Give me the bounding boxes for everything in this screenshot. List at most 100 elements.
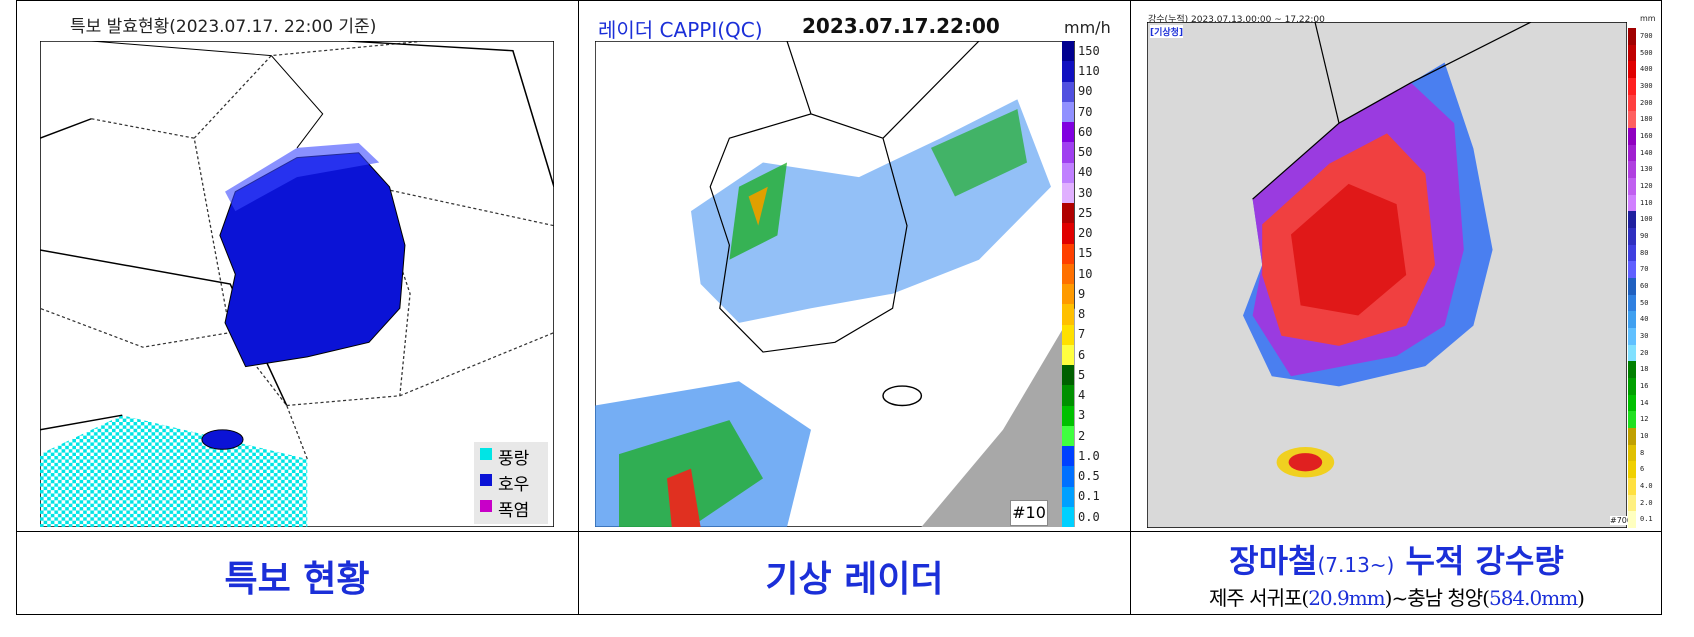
range-text: 20.9mm	[1308, 586, 1385, 610]
scale-swatch	[1062, 142, 1074, 163]
scale-swatch	[1062, 243, 1074, 264]
scale-swatch	[1062, 182, 1074, 203]
scale-swatch	[1628, 344, 1636, 362]
timestamp: 2023.07.17.22:00	[802, 14, 1000, 38]
caption-period: (7.13~)	[1317, 553, 1395, 577]
scale-label: 500	[1640, 48, 1653, 57]
scale-label: 200	[1640, 98, 1653, 107]
scale-label: 110	[1640, 198, 1653, 207]
color-scale: 700 500 400 300 200 180 160 140 130 120 110 100 90 80…	[1628, 28, 1662, 528]
legend-swatch	[480, 474, 492, 486]
scale-label: 2	[1078, 428, 1086, 443]
scale-swatch	[1628, 128, 1636, 145]
scale-swatch	[1062, 223, 1074, 244]
range-text: )~충남 청양(	[1384, 586, 1490, 610]
legend-label: 풍랑	[498, 449, 530, 469]
warning-map	[40, 41, 554, 527]
scale-label: 5	[1078, 367, 1086, 382]
scale-label: 20	[1640, 348, 1649, 357]
panel-header: 강수(누적) 2023.07.13.00:00 ~ 17.22:00	[1148, 15, 1325, 25]
legend-swatch	[480, 448, 492, 460]
scale-swatch	[1062, 203, 1074, 224]
scale-swatch	[1628, 244, 1636, 262]
scale-swatch	[1628, 94, 1636, 112]
table	[16, 0, 1662, 615]
scale-swatch	[1062, 385, 1074, 406]
scale-label: 1.0	[1078, 448, 1100, 463]
scale-swatch	[1628, 178, 1636, 195]
scale-swatch	[1062, 61, 1074, 82]
unit: mm/h	[1064, 18, 1111, 37]
legend-label: 호우	[498, 475, 530, 495]
scale-label: 90	[1640, 232, 1649, 241]
scale-swatch	[1628, 444, 1636, 462]
range-text: )	[1577, 586, 1585, 610]
scale-label: 0.5	[1078, 469, 1100, 484]
scale-swatch	[1062, 344, 1074, 365]
scale-swatch	[1062, 486, 1074, 507]
scale-swatch	[1062, 304, 1074, 325]
scale-swatch	[1628, 378, 1636, 395]
scale-swatch	[1062, 41, 1074, 62]
badge: #10	[1010, 500, 1048, 526]
caption: 특보 현황	[224, 559, 370, 600]
scale-swatch	[1062, 446, 1074, 467]
col-divider	[578, 0, 579, 615]
scale-label: 130	[1640, 165, 1653, 174]
scale-swatch	[1628, 61, 1636, 78]
scale-swatch	[1628, 28, 1636, 45]
scale-swatch	[1628, 228, 1636, 245]
scale-swatch	[1628, 261, 1636, 278]
range-text: 584.0mm	[1488, 586, 1578, 610]
scale-label: 3	[1078, 408, 1086, 423]
panel-header: 레이더 CAPPI(QC)	[598, 18, 763, 42]
scale-swatch	[1628, 511, 1636, 528]
scale-swatch	[1628, 278, 1636, 295]
scale-label: 60	[1640, 282, 1649, 291]
scale-label: 160	[1640, 132, 1653, 141]
scale-label: 8	[1640, 448, 1645, 457]
scale-swatch	[1628, 361, 1636, 378]
scale-label: 14	[1640, 398, 1649, 407]
col-divider	[1130, 0, 1131, 615]
scale-label: 7	[1078, 327, 1086, 342]
legend-label: 폭염	[498, 501, 530, 521]
scale-label: 30	[1640, 332, 1649, 341]
scale-swatch	[1628, 311, 1636, 328]
scale-label: 80	[1640, 248, 1649, 257]
legend: 풍랑 호우 폭염	[474, 442, 548, 524]
source: [기상청]	[1150, 25, 1184, 38]
scale-label: 6	[1078, 347, 1086, 362]
scale-swatch	[1628, 478, 1636, 495]
scale-swatch	[1062, 506, 1074, 527]
scale-label: 40	[1640, 315, 1649, 324]
scale-swatch	[1062, 284, 1074, 305]
scale-swatch	[1628, 161, 1636, 178]
scale-label: 50	[1640, 298, 1649, 307]
panel-header: 특보 발효현황(2023.07.17. 22:00 기준)	[70, 17, 377, 37]
scale-label: 6	[1640, 465, 1645, 474]
scale-label: 9	[1078, 286, 1086, 301]
scale-swatch	[1062, 81, 1074, 102]
caption: 기상 레이더	[765, 559, 944, 600]
range-text: 제주 서귀포(	[1209, 586, 1309, 610]
scale-label: 8	[1078, 307, 1086, 322]
scale-label: 0.1	[1078, 489, 1100, 504]
scale-label: 10	[1640, 432, 1649, 441]
scale-label: 700	[1640, 32, 1653, 41]
scale-label: 150	[1078, 43, 1100, 58]
scale-label: 18	[1640, 365, 1649, 374]
scale-swatch	[1062, 162, 1074, 183]
color-scale: 150 110 90 70 60 50 40 30 25 20 15 10 9 8 7 6 5 4 3 2 1.0 0.5…	[1062, 41, 1112, 527]
scale-swatch	[1628, 494, 1636, 512]
scale-swatch	[1062, 122, 1074, 143]
scale-swatch	[1628, 428, 1636, 445]
scale-swatch	[1628, 294, 1636, 312]
scale-label: 180	[1640, 115, 1653, 124]
row-divider	[16, 531, 1662, 532]
caption-range: 제주 서귀포(20.9mm)~충남 청양(584.0mm)	[1131, 582, 1662, 611]
scale-label: 15	[1078, 246, 1093, 261]
scale-label: 0.1	[1640, 515, 1653, 524]
legend-swatch	[480, 500, 492, 512]
rainfall-map	[1147, 22, 1627, 528]
